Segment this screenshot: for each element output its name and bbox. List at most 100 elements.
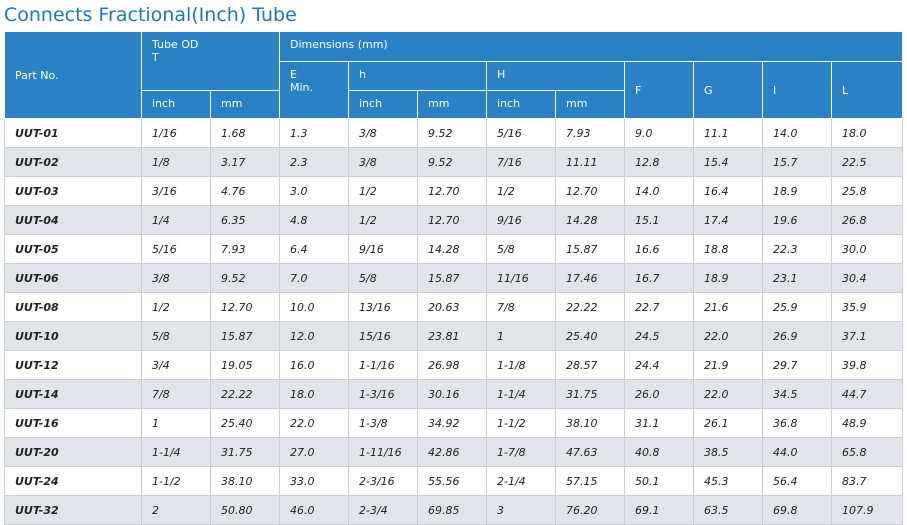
cell-h-upper-inch: 3	[486, 495, 556, 525]
table-row: UUT-01 1/16 1.68 1.3 3/8 9.52 5/16 7.93 9.0 11.1 1…	[4, 118, 904, 148]
header-e-min: Min.	[290, 81, 314, 94]
header-h-upper-inch: inch	[486, 90, 556, 119]
table-row: UUT-10 5/8 15.87 12.0 15/16 23.81 1 25.40 24.5 22…	[4, 321, 904, 351]
table-row: UUT-04 1/4 6.35 4.8 1/2 12.70 9/16 14.28 15.1 17.…	[4, 205, 904, 235]
cell-tube-od-mm: 19.05	[210, 350, 280, 380]
cell-f: 24.5	[624, 321, 694, 351]
cell-h-upper-inch: 1-1/2	[486, 408, 556, 438]
cell-h-upper-inch: 2-1/4	[486, 466, 556, 496]
cell-g: 11.1	[693, 118, 763, 148]
cell-tube-od-inch: 5/8	[141, 321, 211, 351]
header-g: G	[693, 61, 763, 119]
cell-part-no: UUT-04	[4, 205, 142, 235]
cell-h-lower-mm: 9.52	[417, 118, 487, 148]
dimensions-table: Part No. Tube OD T Dimensions (mm) E Min…	[4, 31, 904, 525]
cell-tube-od-mm: 6.35	[210, 205, 280, 235]
cell-h-lower-inch: 1-1/16	[348, 350, 418, 380]
cell-l: 22.5	[830, 147, 904, 177]
cell-part-no: UUT-08	[4, 292, 142, 322]
cell-e-min: 22.0	[279, 408, 349, 438]
cell-h-lower-mm: 42.86	[417, 437, 487, 467]
cell-h-lower-mm: 12.70	[417, 205, 487, 235]
cell-part-no: UUT-05	[4, 234, 142, 264]
cell-part-no: UUT-01	[4, 118, 142, 148]
cell-e-min: 3.0	[279, 176, 349, 206]
cell-part-no: UUT-16	[4, 408, 142, 438]
cell-part-no: UUT-32	[4, 495, 142, 525]
cell-h-lower-mm: 69.85	[417, 495, 487, 525]
cell-f: 12.8	[624, 147, 694, 177]
cell-tube-od-inch: 1/4	[141, 205, 211, 235]
cell-g: 63.5	[693, 495, 763, 525]
header-dimensions: Dimensions (mm)	[278, 31, 904, 62]
table-row: UUT-02 1/8 3.17 2.3 3/8 9.52 7/16 11.11 12.8 15.4…	[4, 147, 904, 177]
cell-h-lower-inch: 3/8	[348, 118, 418, 148]
cell-h-upper-mm: 7.93	[555, 118, 625, 148]
header-h-lower: h	[348, 61, 487, 91]
table-row: UUT-06 3/8 9.52 7.0 5/8 15.87 11/16 17.46 16.7 18…	[4, 263, 904, 293]
cell-h-upper-inch: 7/8	[486, 292, 556, 322]
cell-h-upper-inch: 1-1/8	[486, 350, 556, 380]
cell-g: 26.1	[693, 408, 763, 438]
cell-h-upper-mm: 76.20	[555, 495, 625, 525]
cell-h-upper-mm: 14.28	[555, 205, 625, 235]
cell-h-lower-inch: 1/2	[348, 205, 418, 235]
cell-h-lower-inch: 15/16	[348, 321, 418, 351]
cell-part-no: UUT-20	[4, 437, 142, 467]
cell-tube-od-mm: 1.68	[210, 118, 280, 148]
cell-h-lower-inch: 1/2	[348, 176, 418, 206]
cell-i: 18.9	[762, 176, 832, 206]
cell-h-upper-mm: 57.15	[555, 466, 625, 496]
cell-tube-od-inch: 1/16	[141, 118, 211, 148]
cell-i: 25.9	[762, 292, 832, 322]
cell-tube-od-mm: 31.75	[210, 437, 280, 467]
cell-e-min: 1.3	[279, 118, 349, 148]
table-row: UUT-14 7/8 22.22 18.0 1-3/16 30.16 1-1/4 31.75 2…	[4, 379, 904, 409]
cell-f: 31.1	[624, 408, 694, 438]
cell-tube-od-mm: 7.93	[210, 234, 280, 264]
table-row: UUT-24 1-1/2 38.10 33.0 2-3/16 55.56 2-1/4 57.1…	[4, 466, 904, 496]
cell-l: 35.9	[830, 292, 904, 322]
cell-h-lower-mm: 14.28	[417, 234, 487, 264]
header-e: E Min.	[279, 61, 349, 119]
cell-h-lower-mm: 9.52	[417, 147, 487, 177]
cell-e-min: 18.0	[279, 379, 349, 409]
cell-l: 25.8	[830, 176, 904, 206]
cell-tube-od-inch: 3/4	[141, 350, 211, 380]
cell-l: 39.8	[830, 350, 904, 380]
cell-g: 17.4	[693, 205, 763, 235]
cell-i: 29.7	[762, 350, 832, 380]
cell-e-min: 27.0	[279, 437, 349, 467]
cell-i: 23.1	[762, 263, 832, 293]
cell-l: 18.0	[830, 118, 904, 148]
table-body: UUT-01 1/16 1.68 1.3 3/8 9.52 5/16 7.93 9.0 11.1 1…	[4, 118, 904, 525]
cell-h-upper-mm: 11.11	[555, 147, 625, 177]
cell-i: 15.7	[762, 147, 832, 177]
cell-g: 45.3	[693, 466, 763, 496]
cell-g: 22.0	[693, 379, 763, 409]
cell-h-upper-inch: 1/2	[486, 176, 556, 206]
cell-g: 16.4	[693, 176, 763, 206]
cell-h-lower-inch: 2-3/4	[348, 495, 418, 525]
table-row: UUT-08 1/2 12.70 10.0 13/16 20.63 7/8 22.22 22.7…	[4, 292, 904, 322]
cell-tube-od-inch: 3/16	[141, 176, 211, 206]
cell-e-min: 2.3	[279, 147, 349, 177]
cell-h-lower-mm: 23.81	[417, 321, 487, 351]
cell-e-min: 33.0	[279, 466, 349, 496]
cell-f: 26.0	[624, 379, 694, 409]
table-row: UUT-12 3/4 19.05 16.0 1-1/16 26.98 1-1/8 28.57 2…	[4, 350, 904, 380]
cell-f: 40.8	[624, 437, 694, 467]
header-h-upper-mm: mm	[555, 90, 625, 119]
cell-h-upper-mm: 38.10	[555, 408, 625, 438]
cell-tube-od-inch: 1-1/2	[141, 466, 211, 496]
table-row: UUT-03 3/16 4.76 3.0 1/2 12.70 1/2 12.70 14.0 16.…	[4, 176, 904, 206]
cell-h-upper-inch: 5/8	[486, 234, 556, 264]
cell-i: 19.6	[762, 205, 832, 235]
cell-i: 14.0	[762, 118, 832, 148]
table-row: UUT-05 5/16 7.93 6.4 9/16 14.28 5/8 15.87 16.6 18…	[4, 234, 904, 264]
cell-h-lower-inch: 5/8	[348, 263, 418, 293]
cell-i: 44.0	[762, 437, 832, 467]
cell-tube-od-mm: 15.87	[210, 321, 280, 351]
table-row: UUT-32 2 50.80 46.0 2-3/4 69.85 3 76.20 69.1 63.5…	[4, 495, 904, 525]
cell-h-lower-mm: 55.56	[417, 466, 487, 496]
